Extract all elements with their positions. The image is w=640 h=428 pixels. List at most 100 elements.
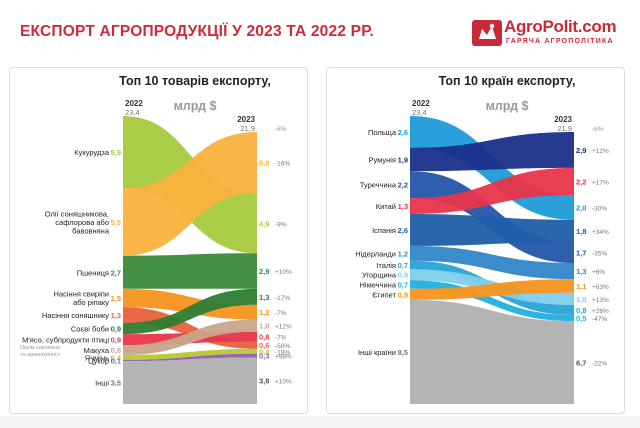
left-value-ячмінь: 0,4 (111, 353, 122, 362)
right-value-цукор: 0,3 (259, 352, 269, 361)
flow-пшениця (123, 253, 257, 289)
left-label-макуха: Макуха (84, 346, 110, 355)
left-value-насіння-соняшнику: 1,3 (111, 311, 121, 320)
left-year-label: 2022 (125, 99, 143, 108)
right-value-нідерланди: 1,3 (576, 267, 586, 276)
left-value-інші: 3,5 (111, 379, 121, 388)
right-value-соєві-боби: 1,3 (259, 293, 269, 302)
left-value-кукурудза: 5,9 (111, 148, 121, 157)
flow-насіння-свиріпи-або-ріпаку (123, 288, 257, 320)
left-value-м-ясо-субпродукти-птиці: 0,9 (111, 336, 121, 345)
left-value-соєві-боби: 0,9 (111, 325, 121, 334)
right-change-ячмінь: -19% (275, 349, 290, 356)
right-change-китай: +17% (592, 179, 609, 186)
left-label-цукор: Цукор (88, 356, 109, 365)
flow-китай (410, 167, 574, 215)
right-change-м-ясо-субпродукти-птиці: -7% (275, 335, 287, 342)
flow-макуха (123, 319, 257, 355)
left-label-туреччина: Туреччина (360, 181, 397, 190)
left-label-інші-країни: Інші країни (358, 348, 396, 357)
flow-ячмінь (123, 348, 257, 360)
chart-subtitle: млрд $ (174, 99, 217, 113)
right-value-м-ясо-субпродукти-птиці: 0,8 (259, 333, 269, 342)
left-label-кукурудза: Кукурудза (74, 148, 110, 157)
right-change-насіння-свиріпи-або-ріпаку: -7% (275, 310, 287, 317)
right-value-інші: 3,8 (259, 377, 269, 386)
right-value-польща: 2,0 (576, 203, 586, 212)
left-value-макуха: 0,8 (111, 346, 121, 355)
left-value-насіння-свиріпи-або-ріпаку: 1,5 (111, 294, 121, 303)
left-year-label: 2022 (412, 99, 430, 108)
flow-інші (123, 357, 257, 404)
left-label-пшениця: Пшениця (77, 268, 109, 277)
right-change-олії-соняшникова-сафлорова-або-бавовняна: -16% (275, 161, 290, 168)
footer-bar (0, 416, 640, 428)
right-value-німеччина: 0,5 (576, 314, 586, 323)
right-value-пшениця: 2,9 (259, 267, 269, 276)
left-value-інші-країни: 8,5 (398, 348, 408, 357)
left-label-ячмінь: Ячмінь (85, 353, 109, 362)
left-value-олії-соняшникова-сафлорова-або-бавовняна: 5,5 (111, 218, 121, 227)
left-label-угорщина: Угорщина (362, 271, 397, 280)
right-value-макуха: 1,0 (259, 322, 269, 331)
right-change-насіння-соняшнику: -50% (275, 343, 290, 350)
right-total-change: -6% (275, 126, 287, 133)
right-change-цукор: +98% (275, 354, 292, 361)
footnote-line-2: та армалкиного (20, 352, 60, 358)
flow-іспанія (410, 214, 574, 246)
left-value-єгипет: 0,9 (398, 290, 408, 299)
left-total-label: 23,4 (125, 108, 140, 117)
logo-text: AgroPolit.com (504, 17, 617, 36)
left-label-олії-соняшникова-сафлорова-або-бавовняна-2: бавовняна (72, 227, 110, 236)
left-value-цукор: 0,1 (111, 356, 121, 365)
left-label-італія: Італія (376, 261, 396, 270)
left-label-нідерланди: Нідерланди (355, 249, 396, 258)
left-label-насіння-свиріпи-або-ріпаку: Насіння свиріпи (54, 290, 109, 299)
flow-соєві-боби (123, 288, 257, 335)
right-total-change: -6% (592, 126, 604, 133)
right-value-кукурудза: 4,9 (259, 219, 269, 228)
page-title: ЕКСПОРТ АГРОПРОДУКЦІЇ У 2023 ТА 2022 РР. (20, 23, 374, 40)
left-value-угорщина: 0,9 (398, 271, 408, 280)
left-label-інші: Інші (95, 379, 109, 388)
right-change-соєві-боби: -17% (275, 295, 290, 302)
logo-icon (472, 20, 502, 46)
left-label-насіння-соняшнику: Насіння соняшнику (42, 311, 109, 320)
chart-title: Топ 10 товарів експорту, (119, 74, 271, 88)
right-value-насіння-соняшнику: 0,6 (259, 341, 269, 350)
left-total-label: 23,4 (412, 108, 427, 117)
right-total-label: 21,9 (557, 124, 572, 133)
products-panel: Топ 10 товарів експорту, млрд $ 2022 23,4 20… (9, 67, 308, 414)
left-label-соєві-боби: Соєві боби (71, 325, 109, 334)
right-change-макуха: +12% (275, 324, 292, 331)
right-value-румунія: 2,9 (576, 146, 586, 155)
right-change-угорщина: +13% (592, 297, 609, 304)
flow-інші-країни (410, 299, 574, 404)
left-value-іспанія: 2,6 (398, 226, 408, 235)
right-value-насіння-свиріпи-або-ріпаку: 1,2 (259, 308, 269, 317)
right-year-label: 2023 (237, 115, 255, 124)
right-value-ячмінь: 0,4 (259, 347, 270, 356)
right-change-німеччина: -47% (592, 316, 607, 323)
logo[interactable]: AgroPolit.com ГАРЯЧА АГРОПОЛІТИКА (470, 16, 630, 56)
flow-румунія (410, 132, 574, 172)
left-value-китай: 1,3 (398, 202, 408, 211)
left-value-туреччина: 2,2 (398, 181, 408, 190)
left-label-насіння-свиріпи-або-ріпаку-1: або ріпаку (73, 298, 109, 307)
left-value-пшениця: 2,7 (111, 268, 121, 277)
left-label-єгипет: Єгипет (372, 290, 396, 299)
right-change-нідерланди: +6% (592, 269, 605, 276)
left-value-нідерланди: 1,2 (398, 249, 408, 258)
flow-олії-соняшникова-сафлорова-або-бавовняна (123, 132, 257, 256)
left-label-польща: Польща (368, 128, 397, 137)
right-value-олії-соняшникова-сафлорова-або-бавовняна: 5,0 (259, 159, 269, 168)
right-value-іспанія: 1,8 (576, 227, 586, 236)
left-label-німеччина: Німеччина (360, 281, 397, 290)
right-change-єгипет: +63% (592, 284, 609, 291)
chart-title: Топ 10 країн експорту, (439, 74, 576, 88)
right-value-туреччина: 1,7 (576, 249, 586, 258)
flow-єгипет (410, 279, 574, 300)
chart-subtitle: млрд $ (486, 99, 529, 113)
right-value-китай: 2,2 (576, 177, 586, 186)
left-value-італія: 0,7 (398, 261, 408, 270)
